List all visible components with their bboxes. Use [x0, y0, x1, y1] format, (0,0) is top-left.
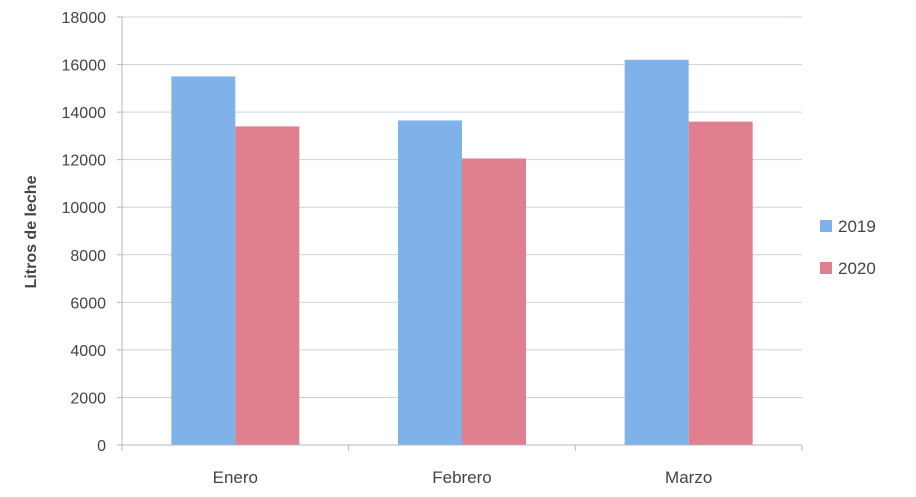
y-tick-label: 16000 [62, 58, 107, 75]
y-tick-label: 14000 [62, 105, 107, 122]
y-tick-label: 0 [97, 438, 106, 455]
y-tick-label: 10000 [62, 200, 107, 217]
y-tick-label: 8000 [70, 248, 106, 265]
y-tick-label: 12000 [62, 153, 107, 170]
y-tick-label: 18000 [62, 10, 107, 27]
bar-2019-marzo [624, 59, 689, 446]
bars [171, 59, 753, 446]
bar-2019-febrero [398, 120, 462, 445]
axes [117, 16, 803, 451]
bar-2020-marzo [688, 121, 753, 445]
y-axis-title: Litros de leche [23, 175, 40, 288]
bar-2020-enero [235, 126, 300, 445]
legend-swatch-2019 [820, 220, 832, 232]
y-tick-label: 4000 [70, 343, 106, 360]
legend: 2019 2020 [820, 217, 876, 278]
x-tick-label: Febrero [432, 468, 492, 487]
x-tick-label: Marzo [665, 468, 712, 487]
legend-swatch-2020 [820, 262, 832, 274]
x-tick-labels: Enero Febrero Marzo [213, 468, 713, 487]
y-tick-label: 2000 [70, 390, 106, 407]
legend-label-2019: 2019 [838, 217, 876, 236]
x-tick-label: Enero [213, 468, 258, 487]
bar-2020-febrero [462, 158, 526, 445]
y-tick-labels: 0 2000 4000 6000 8000 10000 12000 14000 16000 180… [62, 10, 107, 455]
bar-2019-enero [171, 76, 236, 445]
legend-label-2020: 2020 [838, 259, 876, 278]
y-tick-label: 6000 [70, 295, 106, 312]
